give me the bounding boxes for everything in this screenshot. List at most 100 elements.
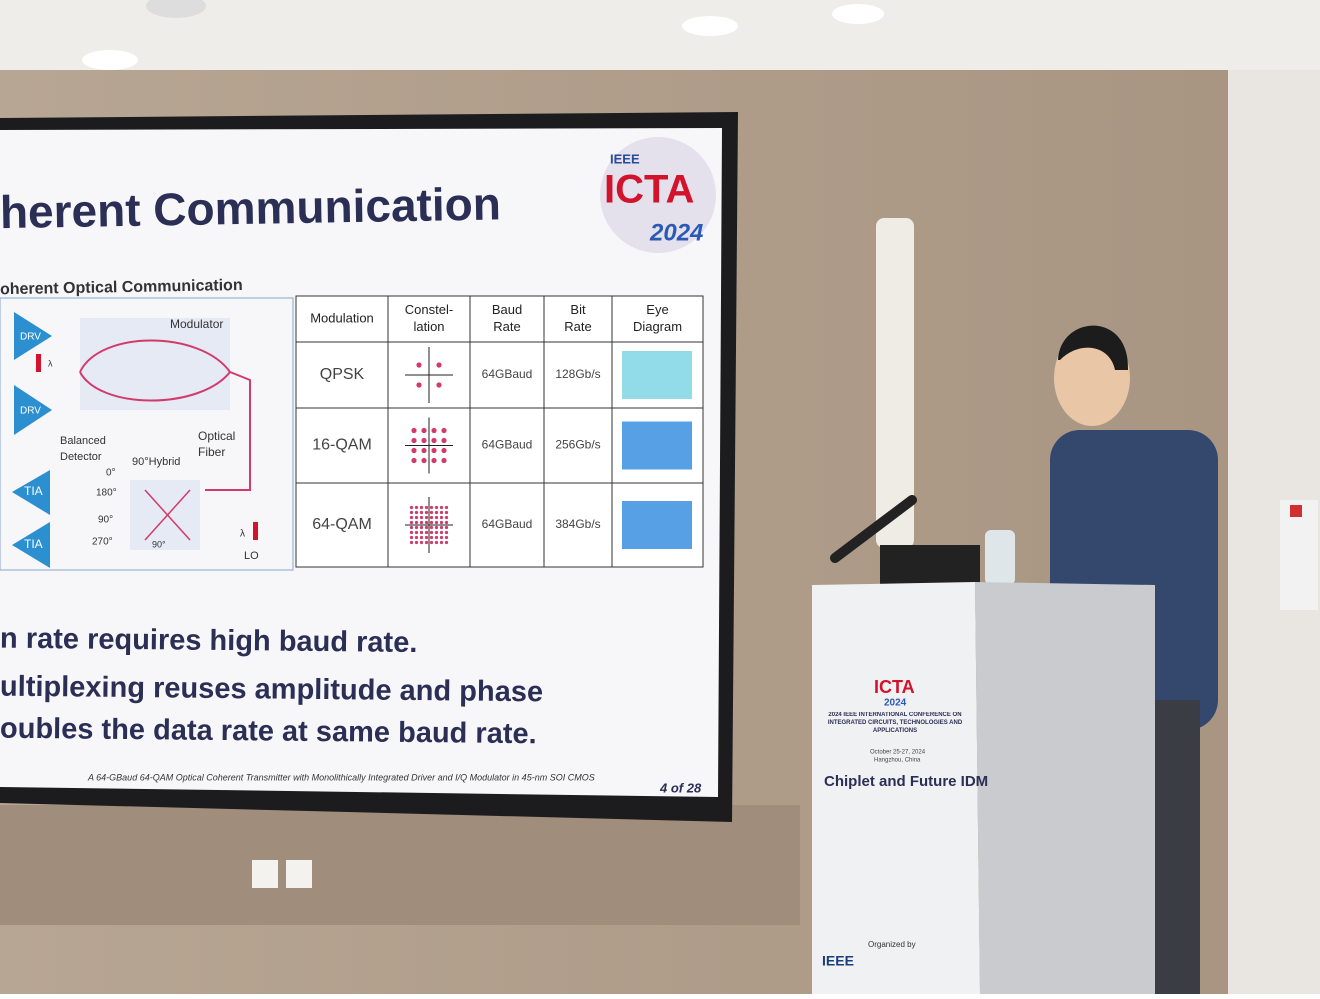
constellation-point: [429, 515, 434, 520]
diagram-label: TIA: [24, 537, 43, 551]
monitor: [880, 545, 980, 585]
alarm: [1290, 505, 1302, 517]
constellation-point: [434, 540, 439, 545]
constellation-point: [439, 540, 444, 545]
diagram-label: 90°Hybrid: [132, 456, 180, 468]
constellation-point: [444, 525, 449, 530]
podium-year: 2024: [884, 698, 907, 709]
constellation-point: [411, 427, 417, 434]
label-line: Fiber: [198, 445, 225, 459]
constellation-point: [444, 505, 449, 510]
header-line: Bit: [570, 302, 586, 317]
constellation-point: [444, 530, 449, 535]
laser: [253, 522, 258, 540]
logo-name: ICTA: [604, 168, 694, 212]
constellation-point: [424, 535, 429, 540]
constellation-point: [434, 515, 439, 520]
modulator-box: [80, 318, 230, 410]
socket: [252, 860, 278, 888]
constellation-point: [416, 362, 422, 368]
header-line: Baud: [492, 302, 522, 317]
constellation-point: [414, 530, 419, 535]
wall-panel: [0, 805, 800, 925]
constellation-point: [444, 515, 449, 520]
constellation-point: [411, 447, 417, 454]
diagram-frame: [0, 297, 294, 571]
constellation-point: [436, 382, 442, 388]
table-cell: 64-QAM: [312, 516, 372, 533]
constellation-point: [424, 530, 429, 535]
constellation-point: [434, 530, 439, 535]
constellation-point: [409, 540, 414, 545]
constellation-point: [434, 525, 439, 530]
bullets: n rate requires high baud rate. ultiplexi…: [0, 623, 543, 751]
constellation-point: [434, 520, 439, 525]
constellation-point: [441, 447, 447, 454]
constellation-point: [444, 540, 449, 545]
constellation-point: [414, 505, 419, 510]
constellation-point: [419, 510, 424, 515]
constellation-point: [431, 437, 437, 444]
table-header: Modulation: [310, 310, 374, 325]
diagram-label: 90°: [98, 515, 113, 526]
table-cell: 256Gb/s: [555, 438, 600, 452]
diagram-label: λ: [48, 358, 53, 368]
podium-front: [812, 582, 980, 994]
tia-amp: [12, 470, 50, 515]
constellation-point: [409, 530, 414, 535]
constellation-point: [444, 510, 449, 515]
diagram-label: 180°: [96, 488, 117, 499]
constellation-point: [419, 525, 424, 530]
podium-place: Hangzhou, China: [874, 758, 921, 764]
podium-conference-box: 2024 IEEE INTERNATIONAL CONFERENCE ON IN…: [828, 712, 962, 734]
constellation-point: [429, 540, 434, 545]
constellation-point: [429, 525, 434, 530]
waveguide: [79, 339, 251, 491]
constellation-point: [419, 535, 424, 540]
speaker-column: [876, 218, 914, 548]
diagram-label: TIA: [24, 484, 43, 498]
constellation-point: [419, 530, 424, 535]
hybrid-lines: [144, 489, 191, 541]
table-cell: 64GBaud: [482, 517, 533, 531]
constellation-point: [409, 505, 414, 510]
constellation-point: [441, 427, 447, 434]
constellation-point: [439, 520, 444, 525]
table-header: Eye Diagram: [633, 302, 682, 334]
laser: [36, 354, 41, 372]
header-line: Diagram: [633, 319, 682, 334]
constellation-point: [414, 510, 419, 515]
constellation-point: [419, 515, 424, 520]
constellation-point: [424, 505, 429, 510]
ceiling-light: [832, 4, 884, 24]
label-line: Optical: [198, 429, 235, 443]
constellation-point: [419, 520, 424, 525]
diagram-label: DRV: [20, 332, 41, 343]
constellation-point: [429, 520, 434, 525]
eye-diagram: [622, 421, 692, 470]
constellation-point: [416, 382, 422, 388]
constellation-point: [409, 535, 414, 540]
label-line: Balanced: [60, 435, 106, 447]
table-header: Bit Rate: [564, 302, 591, 334]
bottle: [985, 530, 1015, 585]
constellation-point: [444, 520, 449, 525]
constellation-point: [409, 510, 414, 515]
podium-date: October 25-27, 2024: [870, 750, 926, 756]
constellation-point: [439, 515, 444, 520]
constellation-point: [421, 447, 427, 454]
constellation-point: [429, 535, 434, 540]
constellation-point: [429, 530, 434, 535]
drv-amp: [14, 312, 52, 360]
constellation-point: [439, 535, 444, 540]
constellation-point: [431, 457, 437, 464]
constellation-point: [439, 510, 444, 515]
constellation-point: [434, 505, 439, 510]
constellation-point: [411, 457, 417, 464]
socket: [286, 860, 312, 888]
tia-amp: [12, 522, 50, 568]
constellation-point: [431, 427, 437, 434]
constellation-point: [409, 515, 414, 520]
slide-page: 4 of 28: [659, 780, 702, 795]
